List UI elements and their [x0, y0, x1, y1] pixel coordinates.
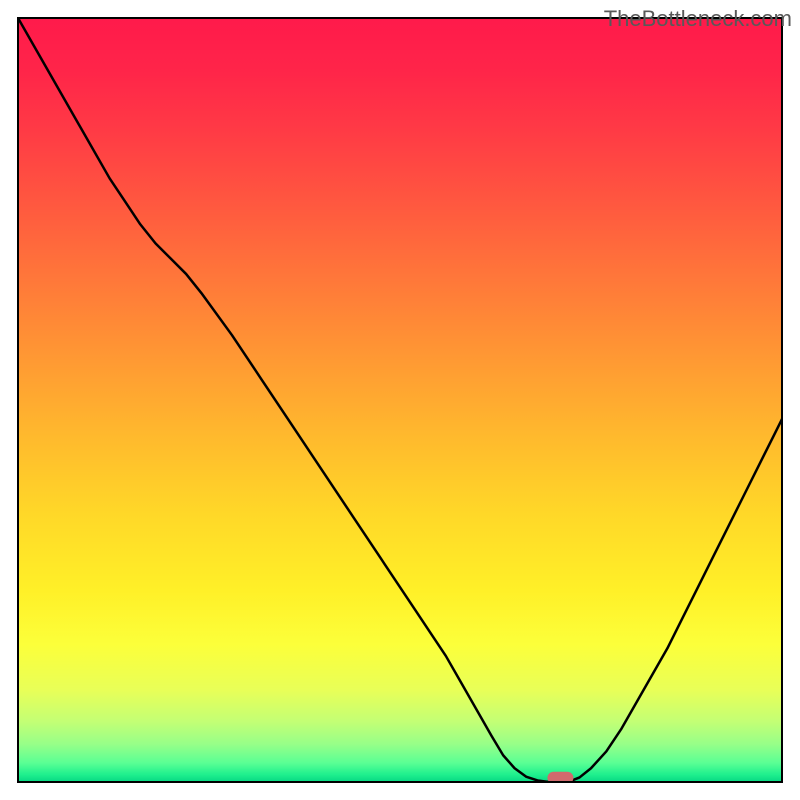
bottleneck-chart: TheBottleneck.com	[0, 0, 800, 800]
chart-background	[18, 18, 782, 782]
chart-canvas	[0, 0, 800, 800]
